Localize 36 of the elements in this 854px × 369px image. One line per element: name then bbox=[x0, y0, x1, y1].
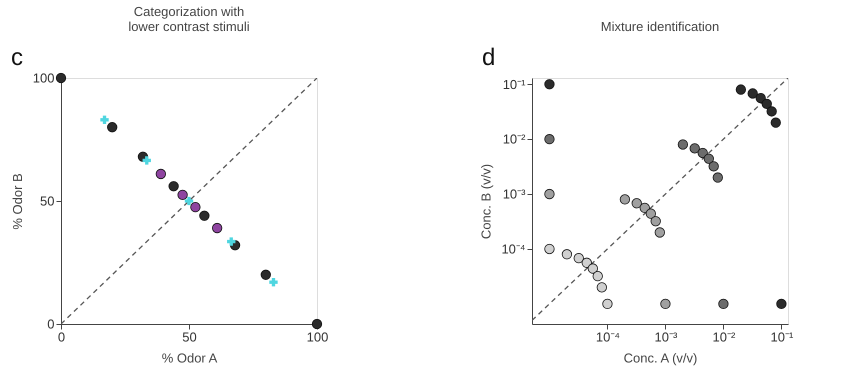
point bbox=[212, 222, 222, 234]
point bbox=[269, 278, 278, 286]
point bbox=[56, 72, 66, 84]
point bbox=[260, 270, 271, 280]
x-tick-label: 100 bbox=[306, 330, 328, 344]
point bbox=[190, 202, 201, 212]
x-axis-title: % Odor A bbox=[162, 350, 218, 366]
point bbox=[227, 237, 236, 246]
point bbox=[177, 190, 188, 200]
text: c bbox=[11, 44, 23, 71]
y-tick-label: 10⁻¹ bbox=[502, 76, 526, 92]
point bbox=[100, 116, 109, 124]
y-tick-label: 50 bbox=[40, 194, 54, 208]
y-tick-label: 10⁻³ bbox=[502, 186, 526, 202]
y-tick-label: 0 bbox=[47, 316, 54, 332]
x-tick-label: 0 bbox=[58, 330, 66, 344]
point bbox=[142, 156, 151, 165]
y-tick-label: 10⁻⁴ bbox=[501, 241, 526, 256]
point bbox=[168, 181, 179, 192]
x-tick-label: 10⁻¹ bbox=[770, 330, 794, 344]
chart-title: Mixture identification bbox=[600, 19, 720, 34]
point bbox=[107, 122, 118, 132]
y-axis-title: % Odor B bbox=[10, 173, 25, 230]
text: d bbox=[482, 44, 496, 71]
chart-title: Categorization with lower contrast stimuli bbox=[128, 4, 250, 34]
point bbox=[312, 318, 322, 330]
point bbox=[199, 210, 210, 221]
x-axis-title: Conc. A (v/v) bbox=[624, 350, 698, 366]
y-tick-label: 100 bbox=[32, 70, 54, 86]
x-tick-label: 10⁻³ bbox=[654, 330, 678, 344]
y-axis-title: Conc. B (v/v) bbox=[478, 164, 494, 240]
x-tick-label: 10⁻⁴ bbox=[596, 330, 620, 344]
x-tick-label: 10⁻² bbox=[712, 330, 736, 344]
y-tick-label: 10⁻² bbox=[502, 132, 526, 147]
point bbox=[156, 168, 166, 180]
x-tick-label: 50 bbox=[182, 330, 197, 344]
